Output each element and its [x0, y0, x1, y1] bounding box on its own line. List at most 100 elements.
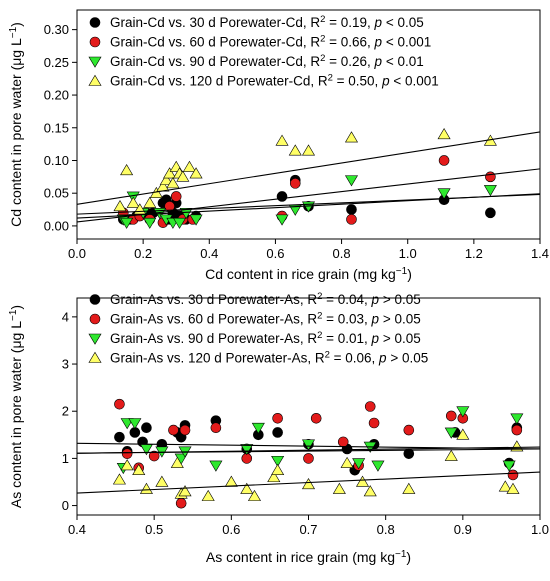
x-tick-label: 0.4: [200, 246, 218, 261]
legend-marker-2: [89, 36, 101, 48]
series-4-point: [139, 482, 153, 494]
series-4-point: [288, 144, 302, 156]
series-3-point: [179, 208, 193, 220]
series-4-point: [267, 470, 281, 483]
series-4-point: [159, 173, 173, 185]
series-3-point: [240, 444, 254, 456]
series-2-point: [507, 469, 519, 481]
series-4-point: [166, 177, 180, 189]
series-4-point: [456, 428, 470, 440]
series-4-point: [143, 196, 157, 208]
series-4-point: [189, 167, 203, 179]
series-3-point: [301, 439, 316, 451]
series-3-point: [352, 458, 366, 470]
series-4-point: [363, 485, 377, 497]
x-tick-label: 0.6: [266, 246, 284, 261]
series-3-point: [371, 460, 385, 472]
legend-label-1: Grain-Cd vs. 30 d Porewater-Cd, R2 = 0.1…: [110, 14, 424, 31]
legend-label-4: Grain-Cd vs. 120 d Porewater-Cd, R2 = 0.…: [110, 72, 439, 89]
series-1-point: [272, 427, 283, 438]
series-2-point: [121, 448, 133, 459]
legend-label-3: Grain-As vs. 90 d Porewater-As, R2 = 0.0…: [110, 330, 421, 347]
series-2-point: [168, 424, 179, 436]
y-axis-title: As content in pore water (μg L−1): [8, 305, 25, 508]
legend-label-4: Grain-As vs. 120 d Porewater-As, R2 = 0.…: [110, 349, 428, 366]
series-4-point: [176, 170, 190, 182]
y-tick-label: 0.05: [44, 186, 69, 201]
series-2-point: [438, 155, 450, 166]
series-3-point: [510, 413, 524, 425]
series-2-point: [403, 424, 415, 436]
cd-scatter-chart: 0.0 0.2 0.4 0.6 0.8 1.0 1.2 1.4 0.00 0.05 0.10 0.15…: [8, 9, 549, 283]
x-tick-label: 0.9: [454, 522, 472, 537]
series-3-fit-line: [77, 193, 540, 219]
x-tick-label: 0.6: [222, 522, 240, 537]
series-2-point: [289, 178, 301, 189]
series-3-point: [502, 460, 516, 472]
legend-label-2: Grain-As vs. 60 d Porewater-As, R2 = 0.0…: [110, 310, 421, 327]
series-2-point: [303, 453, 314, 464]
plot-area: [77, 398, 540, 509]
x-tick-label: 0.2: [134, 246, 152, 261]
y-tick-label: 0.20: [44, 88, 69, 103]
series-2-point: [179, 424, 191, 436]
series-3-point: [172, 217, 187, 229]
legend-marker-3: [88, 56, 102, 68]
series-2-point: [310, 412, 322, 424]
y-axis-title: Cd content in pore water (μg L−1): [8, 22, 25, 227]
x-tick-label: 0.5: [145, 522, 163, 537]
series-3-point: [275, 214, 289, 226]
series-4-point: [340, 456, 354, 468]
series-2-point: [175, 497, 187, 509]
series-3-point: [120, 217, 134, 229]
series-3-point: [189, 214, 203, 226]
x-tick-label: 0.7: [299, 522, 317, 537]
y-tick-label: 0: [62, 498, 69, 513]
as-scatter-chart: 0.4 0.5 0.6 0.7 0.8 0.9 1.0 0 1 2 3 4 As content in …: [8, 291, 550, 566]
x-tick-label: 0.0: [68, 246, 86, 261]
series-4-point: [332, 482, 346, 494]
x-tick-label: 0.8: [333, 246, 351, 261]
series-4-point: [402, 482, 416, 494]
series-1-point: [485, 207, 496, 219]
y-tick-label: 0.10: [44, 153, 69, 168]
series-3-point: [344, 175, 359, 187]
series-4-point: [170, 456, 184, 468]
series-3-point: [271, 455, 285, 468]
series-4-point: [344, 131, 359, 143]
series-4-point: [506, 482, 520, 494]
series-4-point: [247, 489, 262, 501]
series-2-point: [346, 214, 357, 225]
series-4-point: [301, 478, 316, 490]
x-tick-label: 1.2: [465, 246, 483, 261]
x-axis-title: Cd content in rice grain (mg kg−1): [205, 266, 412, 283]
series-2-point: [337, 436, 349, 448]
series-4-fit-line: [77, 131, 540, 205]
series-4-point: [112, 473, 126, 485]
series-2-point: [272, 412, 283, 424]
series-3-point: [437, 188, 451, 200]
series-1-point: [276, 191, 288, 202]
series-3-fit-line: [77, 448, 540, 454]
series-4-point: [224, 475, 238, 487]
y-tick-label: 0.30: [44, 22, 69, 37]
series-4-point: [437, 128, 451, 140]
series-4-point: [163, 167, 177, 179]
series-4-fit-line: [77, 471, 540, 494]
series-2-point: [114, 398, 125, 410]
series-4-point: [113, 199, 127, 212]
plot-frame: [76, 9, 541, 240]
legend-marker-4: [88, 74, 102, 86]
series-1-point: [114, 431, 125, 443]
legend-label-3: Grain-Cd vs. 90 d Porewater-Cd, R2 = 0.2…: [110, 53, 424, 70]
series-4-point: [498, 480, 512, 492]
series-1-point: [346, 204, 357, 215]
series-4-point: [178, 485, 192, 497]
x-tick-label: 1.0: [399, 246, 417, 261]
series-4-point: [120, 164, 134, 176]
plot-area: [77, 128, 540, 229]
y-tick-label: 4: [62, 309, 69, 324]
series-4-point: [201, 489, 215, 501]
x-tick-label: 0.8: [377, 522, 395, 537]
x-tick-label: 0.4: [68, 522, 86, 537]
